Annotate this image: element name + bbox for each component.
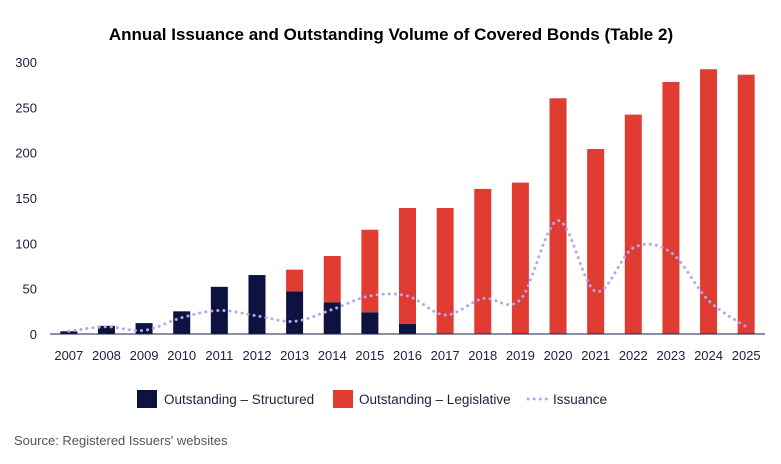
- x-tick-label: 2008: [92, 348, 121, 363]
- bar-legislative: [549, 98, 567, 335]
- x-tick-label: 2009: [130, 348, 159, 363]
- x-tick-label: 2020: [544, 348, 573, 363]
- x-tick-label: 2017: [431, 348, 460, 363]
- bar-legislative: [624, 114, 642, 334]
- bar-legislative: [436, 207, 454, 334]
- x-tick-label: 2025: [732, 348, 761, 363]
- y-tick-label: 150: [15, 191, 37, 206]
- x-tick-label: 2024: [694, 348, 723, 363]
- y-tick-label: 250: [15, 100, 37, 115]
- x-tick-label: 2019: [506, 348, 535, 363]
- bar-legislative: [361, 229, 379, 313]
- bar-structured: [286, 291, 304, 334]
- issuance-line: [67, 219, 748, 333]
- bar-structured: [173, 311, 191, 334]
- x-tick-label: 2021: [581, 348, 610, 363]
- x-tick-label: 2014: [318, 348, 347, 363]
- bar-legislative: [662, 81, 680, 335]
- y-axis-ticks: 0 50 100 150 200 250 300: [15, 55, 37, 342]
- bar-structured: [248, 275, 266, 334]
- bar-legislative: [323, 256, 341, 303]
- legend-swatch-legislative: [333, 390, 353, 408]
- legend-swatch-structured: [137, 390, 157, 408]
- legend: Outstanding – Structured Outstanding – L…: [137, 390, 607, 408]
- bar-legislative: [587, 149, 605, 334]
- bar-structured: [97, 325, 115, 334]
- issuance-series-line: [67, 219, 748, 333]
- chart-title: Annual Issuance and Outstanding Volume o…: [109, 25, 673, 44]
- bar-structured: [323, 302, 341, 334]
- x-axis-ticks: 2007 2008 2009 2010 2011 2012 2013 2014 2015 2016…: [54, 348, 760, 363]
- bar-legislative: [474, 188, 492, 334]
- bar-structured: [399, 324, 416, 334]
- x-tick-label: 2016: [393, 348, 422, 363]
- bar-structured: [135, 323, 153, 334]
- y-tick-label: 100: [15, 236, 37, 251]
- legend-label-issuance: Issuance: [553, 392, 607, 407]
- y-tick-label: 0: [30, 327, 37, 342]
- x-tick-label: 2018: [468, 348, 497, 363]
- bar-legislative: [399, 207, 416, 325]
- bar-structured: [361, 312, 379, 334]
- bar-legislative: [737, 74, 755, 335]
- x-tick-label: 2022: [619, 348, 648, 363]
- y-tick-label: 200: [15, 146, 37, 161]
- x-tick-label: 2023: [656, 348, 685, 363]
- x-tick-label: 2015: [355, 348, 384, 363]
- x-tick-label: 2011: [205, 348, 233, 363]
- bars: [60, 69, 755, 335]
- x-tick-label: 2010: [167, 348, 196, 363]
- bar-legislative: [700, 69, 718, 335]
- bar-legislative: [511, 182, 529, 334]
- legend-label-legislative: Outstanding – Legislative: [359, 392, 511, 407]
- y-tick-label: 50: [23, 282, 37, 297]
- legend-label-structured: Outstanding – Structured: [164, 392, 314, 407]
- y-tick-label: 300: [15, 55, 37, 70]
- x-tick-label: 2013: [280, 348, 309, 363]
- source-note: Source: Registered Issuers' websites: [14, 433, 228, 448]
- x-tick-label: 2012: [243, 348, 272, 363]
- x-tick-label: 2007: [54, 348, 83, 363]
- bar-legislative: [286, 269, 304, 292]
